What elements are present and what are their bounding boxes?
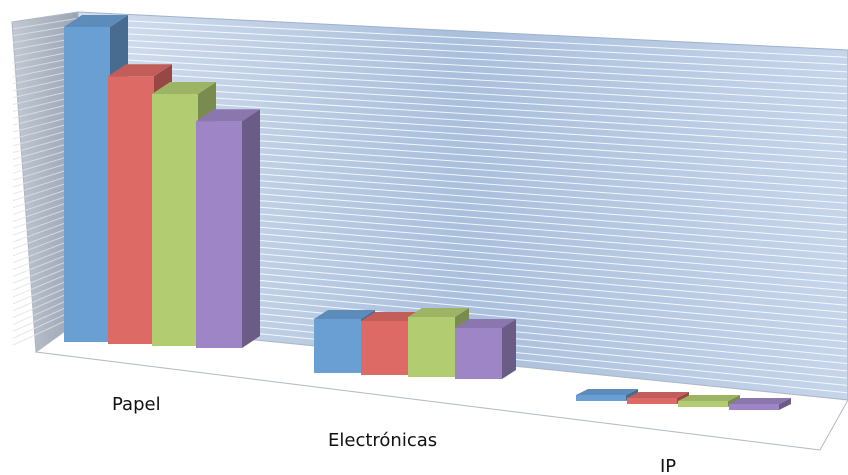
bar-top — [729, 398, 791, 404]
bar-top — [627, 392, 689, 398]
bar — [196, 109, 260, 348]
bar — [729, 398, 791, 410]
bar-front — [627, 398, 677, 404]
bar-top — [361, 312, 422, 321]
bar-top — [408, 308, 469, 317]
chart-category-labels: Papel Electrónicas IP — [112, 394, 676, 475]
bar-top — [152, 82, 216, 94]
gridline — [78, 37, 848, 80]
bar-top — [108, 64, 172, 77]
bar-front — [678, 401, 728, 407]
bar-front — [314, 319, 361, 373]
gridline — [78, 69, 848, 117]
gridline — [78, 17, 848, 58]
bar-top — [576, 389, 638, 395]
category-label: IP — [660, 456, 676, 475]
bar-top — [455, 319, 516, 328]
bar-front — [361, 321, 408, 375]
bar-top — [314, 310, 375, 319]
bar-front — [408, 317, 455, 377]
bar-front — [729, 404, 779, 410]
bar-front — [64, 27, 110, 342]
gridline — [78, 43, 848, 87]
side-gridline — [12, 17, 78, 30]
category-label: Papel — [112, 394, 161, 415]
bar-top — [678, 395, 740, 401]
bar-top — [196, 109, 260, 122]
bar-front — [455, 328, 502, 379]
gridline — [78, 56, 848, 102]
bar-front — [152, 94, 198, 346]
bar-side — [502, 319, 516, 379]
gridline — [78, 24, 848, 66]
bar-front — [108, 76, 154, 344]
bar-side — [779, 398, 791, 410]
bar-top — [64, 15, 128, 27]
category-label: Electrónicas — [328, 430, 437, 451]
chart-bars — [64, 15, 791, 410]
bar — [455, 319, 516, 379]
bar-front — [576, 395, 626, 401]
gridline — [78, 50, 848, 95]
bar-side — [242, 109, 260, 348]
gridline — [78, 30, 848, 73]
gridline — [78, 63, 848, 109]
bar-front — [196, 121, 242, 348]
